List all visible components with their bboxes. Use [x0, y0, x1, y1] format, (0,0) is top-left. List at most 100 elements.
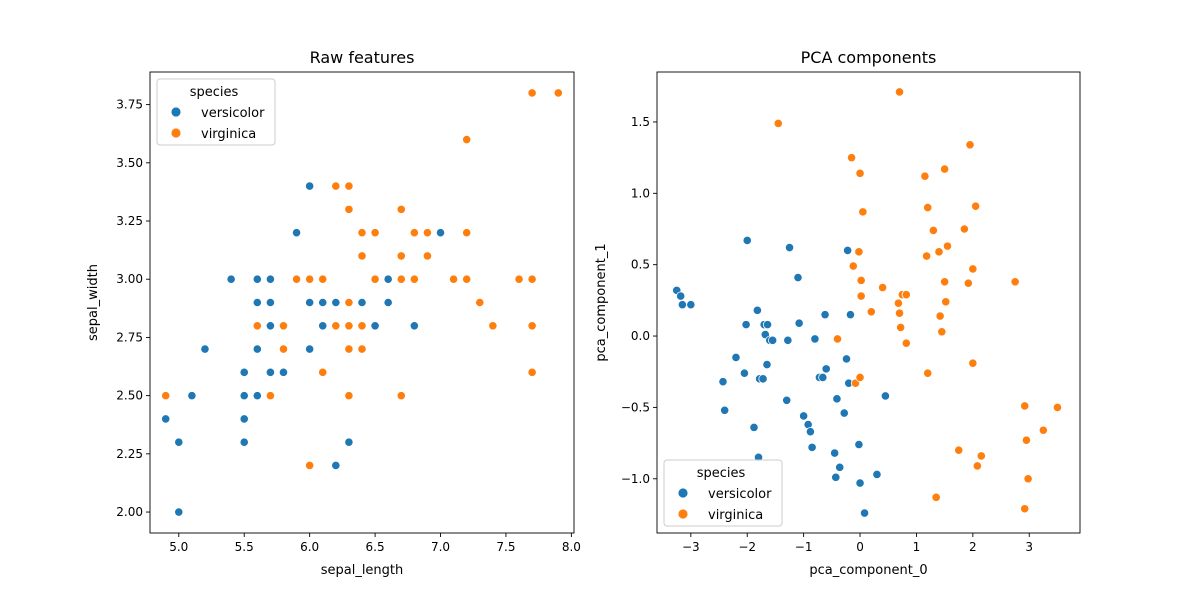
point-virginica-27: [935, 311, 945, 321]
point-virginica-12: [877, 282, 888, 293]
point-versicolor-7: [239, 391, 249, 401]
point-virginica-13: [344, 204, 354, 214]
point-versicolor-19: [278, 367, 289, 377]
point-virginica-3: [278, 321, 289, 331]
point-virginica-22: [923, 368, 933, 378]
point-versicolor-39: [435, 228, 446, 238]
point-versicolor-0: [161, 414, 171, 424]
point-versicolor-5: [226, 274, 236, 284]
point-versicolor-34: [821, 364, 831, 374]
point-virginica-45: [1021, 435, 1032, 445]
point-versicolor-28: [331, 460, 341, 471]
point-virginica-19: [901, 290, 911, 300]
legend-marker-versicolor: [170, 106, 182, 118]
point-versicolor-5: [720, 405, 730, 415]
point-virginica-31: [941, 297, 951, 307]
point-virginica-33: [462, 134, 472, 145]
legend-marker-virginica: [170, 127, 182, 139]
point-versicolor-15: [265, 297, 275, 308]
x-tick-label: 6.0: [300, 540, 319, 554]
point-versicolor-11: [252, 297, 262, 308]
point-versicolor-4: [200, 344, 210, 354]
point-versicolor-28: [805, 427, 816, 437]
point-virginica-34: [959, 224, 969, 234]
point-versicolor-7: [739, 368, 750, 378]
point-versicolor-16: [265, 321, 275, 331]
point-virginica-2: [265, 391, 275, 401]
point-virginica-1: [832, 334, 843, 344]
point-versicolor-32: [370, 321, 380, 331]
point-virginica-5: [854, 247, 864, 257]
chart-pca-components: −3 −2 −1 0 1 2 3 −1.0 −0.5 0.0 0.5 1.0 1.5 PCA compon…: [594, 48, 1081, 578]
legend-title: species: [697, 466, 746, 481]
point-versicolor-45: [855, 478, 865, 488]
point-versicolor-17: [265, 367, 275, 377]
point-virginica-41: [976, 451, 986, 461]
point-versicolor-4: [718, 377, 728, 387]
y-tick-label: 2.00: [116, 505, 143, 519]
point-virginica-9: [856, 291, 866, 301]
point-virginica-17: [344, 391, 354, 401]
legend-box: [663, 459, 783, 527]
point-versicolor-29: [807, 442, 817, 452]
chart-title: Raw features: [310, 48, 415, 67]
point-versicolor-25: [318, 297, 328, 308]
y-tick-label: 3.25: [116, 214, 143, 228]
point-virginica-0: [773, 118, 783, 128]
point-virginica-8: [856, 275, 866, 285]
plot-frame: [149, 71, 575, 534]
point-versicolor-31: [357, 297, 367, 308]
point-versicolor-46: [859, 508, 870, 518]
x-tick-label: 6.5: [366, 540, 385, 554]
x-tick-label: −2: [738, 540, 756, 554]
point-virginica-20: [357, 321, 367, 331]
point-versicolor-23: [784, 242, 795, 253]
point-virginica-43: [1020, 504, 1030, 514]
point-virginica-11: [866, 307, 876, 317]
point-virginica-33: [954, 445, 964, 455]
point-virginica-16: [896, 322, 906, 333]
point-virginica-32: [942, 241, 953, 251]
point-versicolor-14: [758, 374, 768, 384]
point-virginica-43: [553, 88, 563, 98]
point-virginica-22: [370, 228, 380, 238]
point-virginica-36: [965, 140, 975, 150]
point-versicolor-2: [677, 300, 687, 310]
point-versicolor-26: [799, 411, 809, 421]
x-tick-label: 5.5: [235, 540, 254, 554]
point-virginica-27: [396, 391, 406, 401]
point-virginica-38: [514, 274, 524, 284]
point-versicolor-2: [174, 507, 184, 517]
point-virginica-0: [161, 391, 171, 401]
point-virginica-29: [409, 274, 419, 284]
point-versicolor-33: [820, 310, 830, 320]
y-tick-label: 1.5: [631, 115, 650, 129]
chart-raw-features: 5.0 5.5 6.0 6.5 7.0 7.5 8.0 2.00 2.25 2.50 2.75 3.0…: [86, 48, 581, 578]
y-axis-label: sepal_width: [86, 264, 101, 341]
point-virginica-18: [901, 338, 911, 348]
point-versicolor-12: [252, 344, 262, 354]
point-versicolor-18: [762, 320, 773, 330]
y-tick-label: 3.00: [116, 272, 143, 286]
point-versicolor-32: [818, 372, 828, 383]
point-versicolor-43: [845, 310, 856, 320]
point-versicolor-40: [841, 354, 852, 364]
y-tick-label: 2.50: [116, 389, 143, 403]
point-virginica-36: [475, 297, 485, 308]
point-virginica-25: [396, 251, 406, 261]
legend-label-versicolor: versicolor: [201, 106, 265, 121]
y-tick-label: 3.75: [116, 98, 143, 112]
point-versicolor-37: [832, 394, 842, 404]
point-virginica-7: [855, 168, 865, 178]
point-versicolor-33: [383, 274, 393, 284]
x-tick-label: 7.0: [431, 540, 450, 554]
point-virginica-18: [357, 228, 367, 238]
point-virginica-15: [894, 87, 905, 97]
point-versicolor-10: [252, 274, 262, 284]
point-virginica-46: [1023, 474, 1033, 484]
x-axis-label: pca_component_0: [809, 563, 927, 578]
point-virginica-14: [894, 308, 905, 318]
point-virginica-5: [291, 274, 302, 284]
x-tick-label: 1: [913, 540, 921, 554]
